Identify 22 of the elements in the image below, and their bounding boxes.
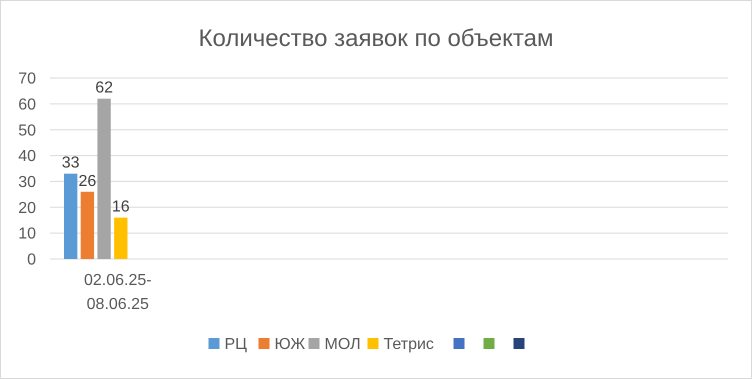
y-tick-label: 10 [18,226,36,243]
legend-label: РЦ [224,336,248,353]
bar [80,192,94,259]
data-label: 26 [78,172,96,190]
data-label: 62 [95,80,114,97]
x-tick-label: 02.06.25-08.06.25 [84,272,152,313]
y-tick-label: 50 [18,122,36,140]
y-tick-label: 60 [18,96,36,114]
y-tick-label: 40 [18,148,36,166]
data-label: 33 [62,154,80,172]
bar [97,98,111,259]
y-tick-label: 70 [18,70,36,88]
bar [114,218,128,259]
bar [64,174,78,259]
y-tick-label: 0 [27,252,36,269]
y-tick-label: 30 [18,174,36,192]
data-label: 16 [112,198,130,216]
legend-label: Тетрис [384,336,434,353]
legend-label: ЮЖ [274,336,306,353]
legend-label: МОЛ [324,336,361,353]
chart-title: Количество заявок по объектам [198,25,554,52]
y-tick-label: 20 [18,200,36,217]
